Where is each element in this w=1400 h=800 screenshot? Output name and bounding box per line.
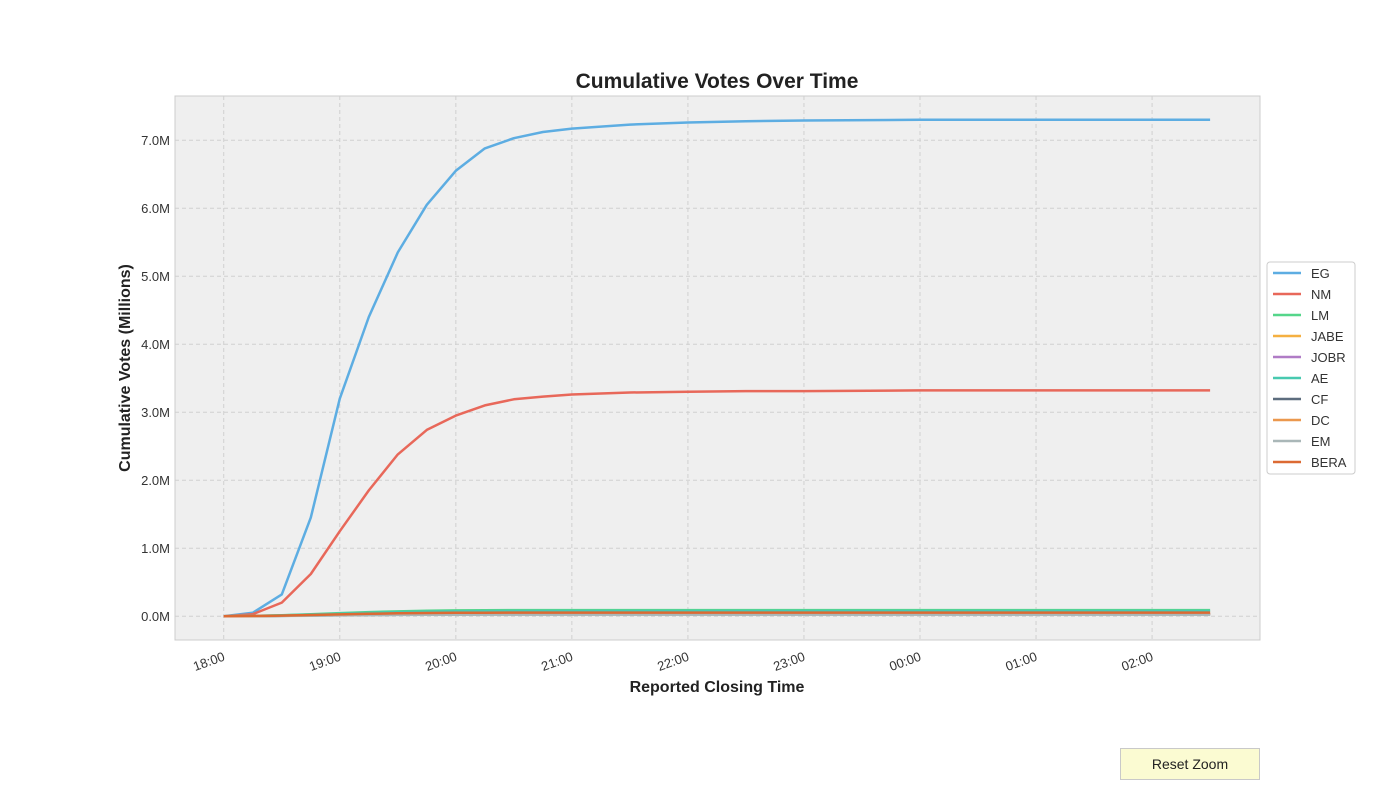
legend-label: NM [1311, 287, 1331, 302]
y-tick-label: 1.0M [141, 541, 170, 556]
legend-item-lm[interactable]: LM [1273, 308, 1329, 323]
y-tick-label: 4.0M [141, 337, 170, 352]
grid [175, 96, 1260, 640]
legend-item-jabe[interactable]: JABE [1273, 329, 1344, 344]
x-tick-label: 01:00 [1003, 649, 1039, 674]
chart-title: Cumulative Votes Over Time [576, 70, 859, 93]
legend-item-nm[interactable]: NM [1273, 287, 1331, 302]
x-tick-label: 22:00 [655, 649, 691, 674]
legend-item-bera[interactable]: BERA [1273, 455, 1347, 470]
x-axis-label: Reported Closing Time [630, 679, 805, 696]
legend-item-em[interactable]: EM [1273, 434, 1331, 449]
legend-label: BERA [1311, 455, 1347, 470]
legend-item-eg[interactable]: EG [1273, 266, 1330, 281]
legend-item-dc[interactable]: DC [1273, 413, 1330, 428]
legend-label: JOBR [1311, 350, 1346, 365]
y-tick-label: 7.0M [141, 133, 170, 148]
y-tick-label: 0.0M [141, 609, 170, 624]
y-tick-label: 3.0M [141, 405, 170, 420]
y-tick-label: 2.0M [141, 473, 170, 488]
legend-label: JABE [1311, 329, 1344, 344]
x-axis-ticks: 18:00 19:00 20:00 21:00 22:00 23:00 00:00 01:00… [191, 649, 1155, 674]
legend-item-ae[interactable]: AE [1273, 371, 1329, 386]
x-tick-label: 02:00 [1119, 649, 1155, 674]
legend-label: EG [1311, 266, 1330, 281]
reset-zoom-button[interactable]: Reset Zoom [1120, 748, 1260, 780]
legend-item-jobr[interactable]: JOBR [1273, 350, 1346, 365]
y-axis-label: Cumulative Votes (Millions) [117, 264, 134, 472]
legend: EG NM LM JABE JOBR AE CF DC EM BERA [1266, 261, 1356, 475]
legend-label: CF [1311, 392, 1328, 407]
legend-label: DC [1311, 413, 1330, 428]
x-tick-label: 18:00 [191, 649, 227, 674]
x-tick-label: 00:00 [887, 649, 923, 674]
series-line-nm[interactable] [223, 389, 1211, 618]
legend-item-cf[interactable]: CF [1273, 392, 1328, 407]
legend-label: AE [1311, 371, 1329, 386]
y-tick-label: 6.0M [141, 201, 170, 216]
x-tick-label: 20:00 [423, 649, 459, 674]
series-line-bera[interactable] [223, 611, 1211, 618]
y-axis-ticks: 0.0M 1.0M 2.0M 3.0M 4.0M 5.0M 6.0M 7.0M [141, 133, 170, 624]
x-tick-label: 23:00 [771, 649, 807, 674]
y-tick-label: 5.0M [141, 269, 170, 284]
series-line-eg[interactable] [223, 118, 1211, 618]
legend-label: LM [1311, 308, 1329, 323]
x-tick-label: 21:00 [539, 649, 575, 674]
x-tick-label: 19:00 [307, 649, 343, 674]
plot-area[interactable] [174, 95, 1261, 641]
legend-label: EM [1311, 434, 1331, 449]
series-lines [223, 118, 1211, 618]
